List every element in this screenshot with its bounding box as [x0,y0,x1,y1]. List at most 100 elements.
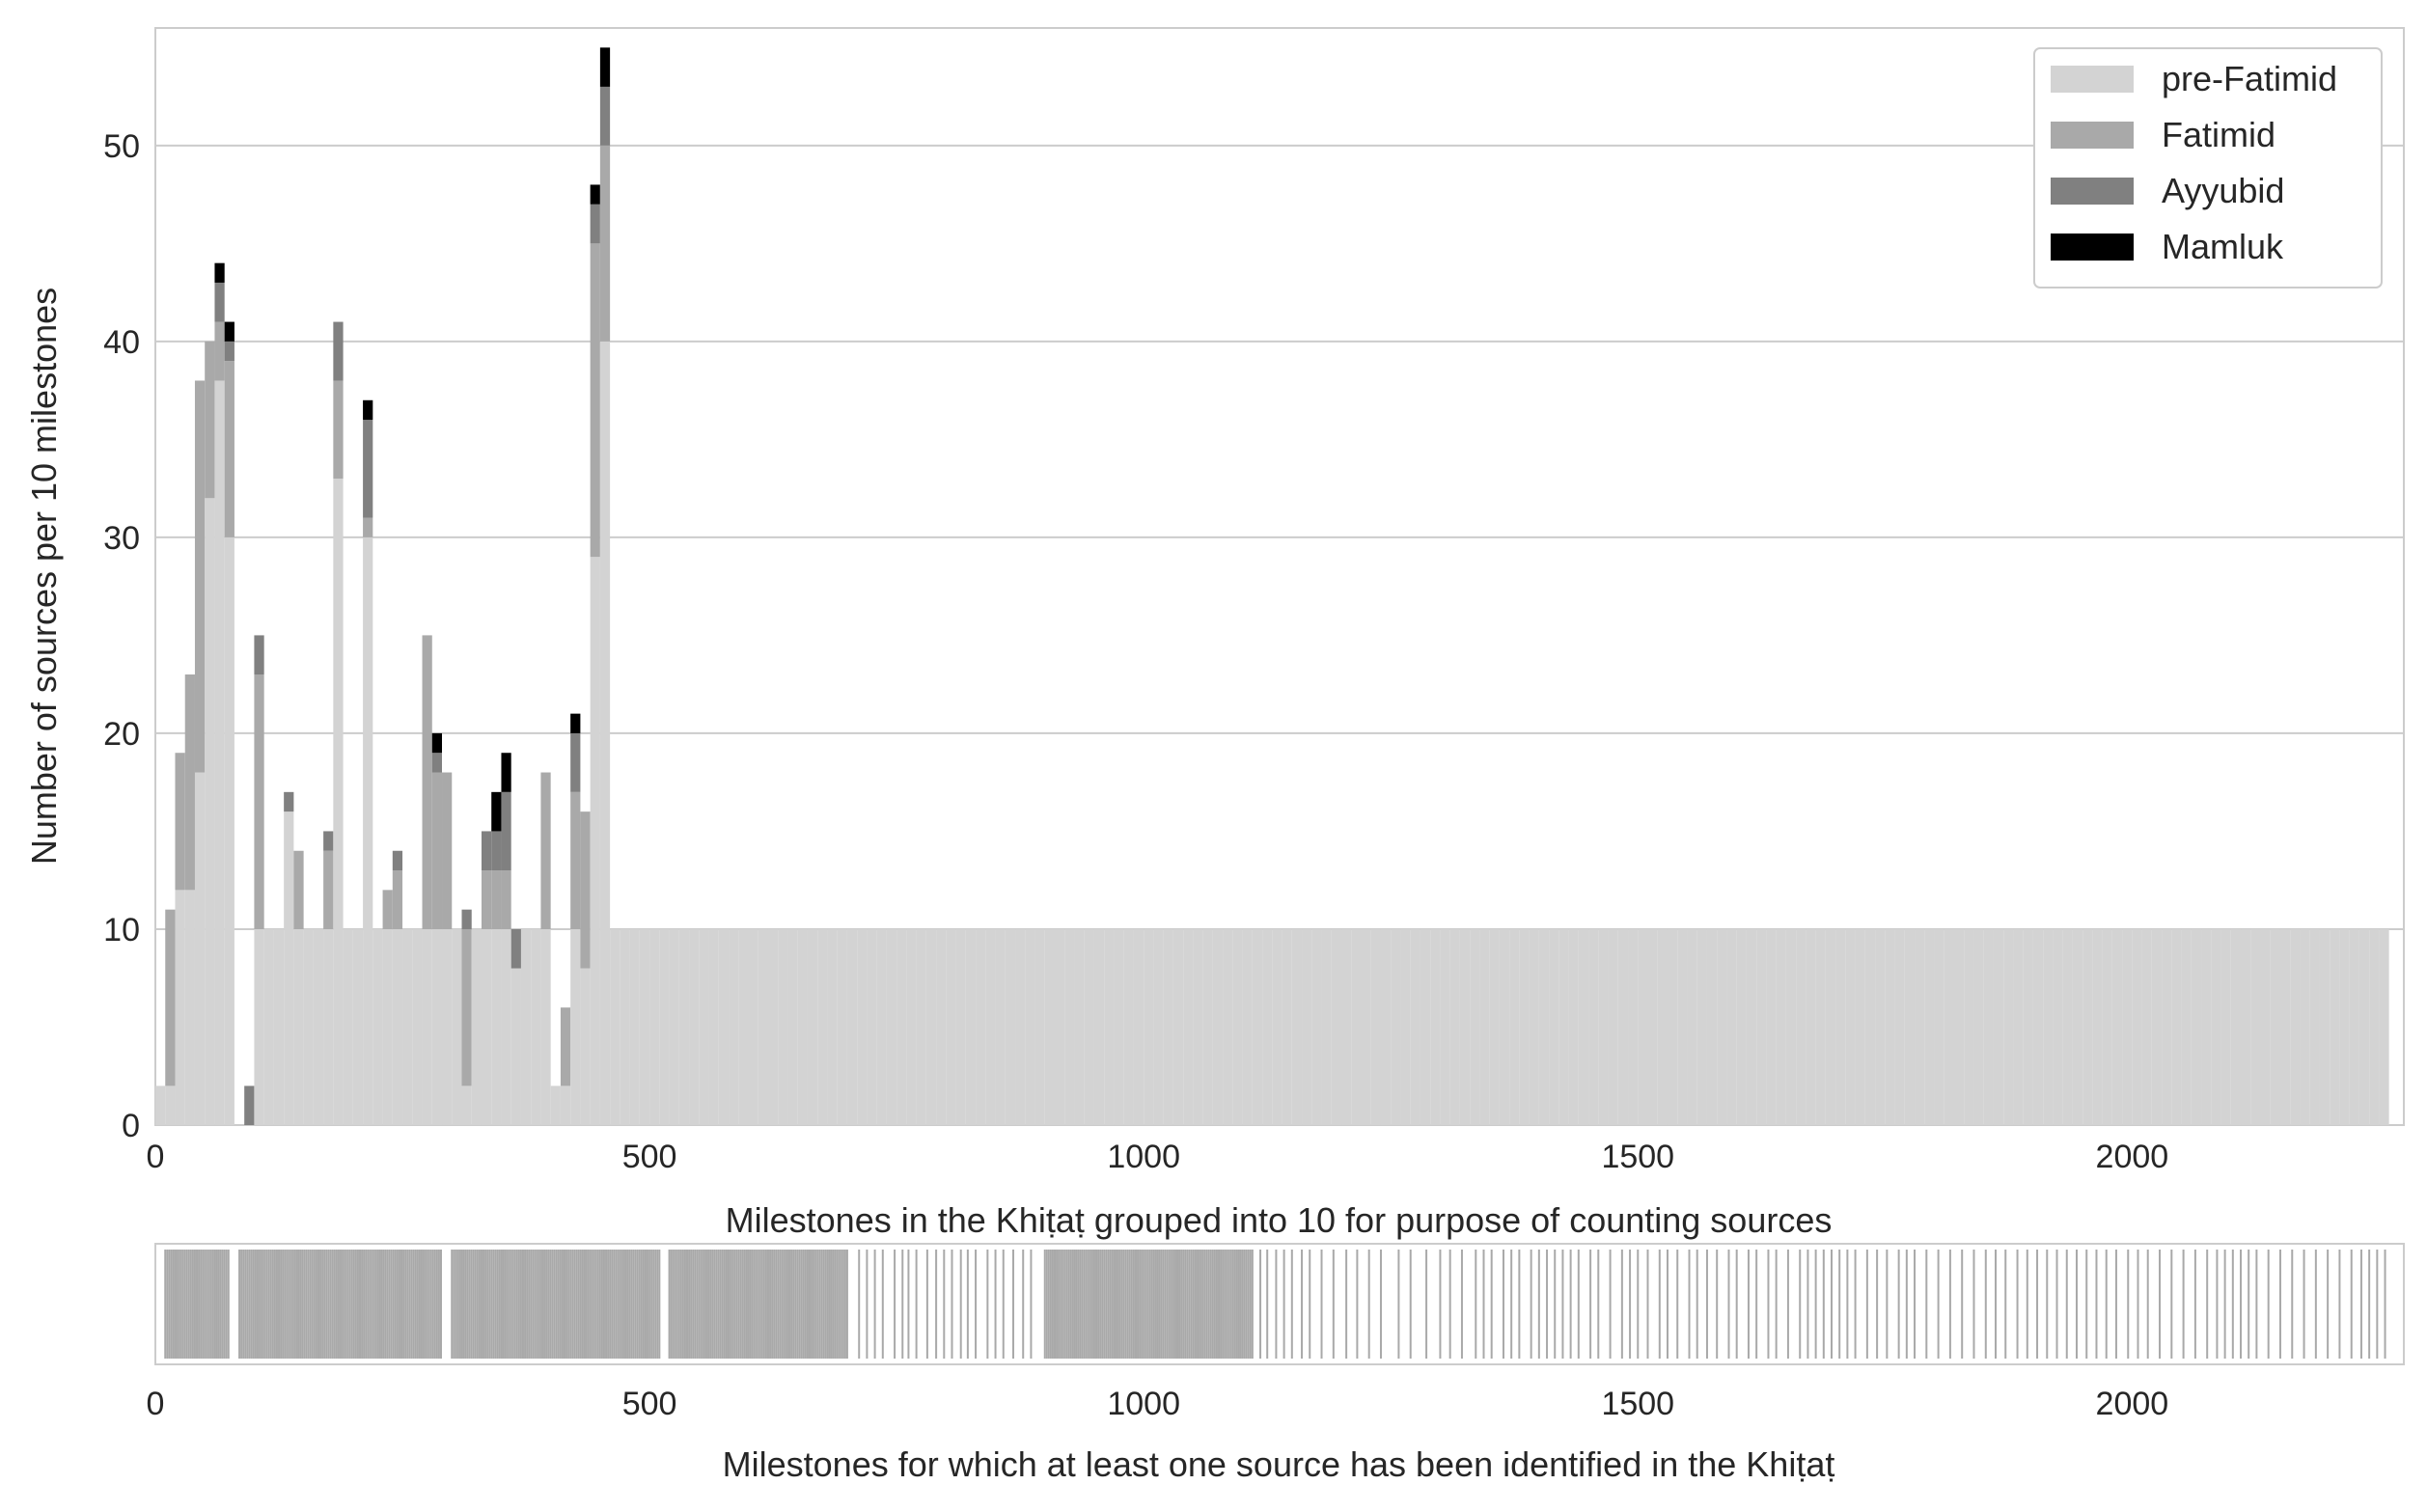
bar-pre-fatimid [1193,928,1203,1125]
bar-pre-fatimid [778,928,788,1125]
bar-pre-fatimid [1361,928,1371,1125]
bar-pre-fatimid [2349,928,2359,1125]
bar-ayyubid [214,282,225,322]
bar-pre-fatimid [2300,928,2310,1125]
bar-fatimid [560,1007,571,1086]
bar-pre-fatimid [2162,928,2172,1125]
bar-pre-fatimid [1696,928,1707,1125]
bar-pre-fatimid [1983,928,1994,1125]
legend-label-pre-fatimid: pre-Fatimid [2162,59,2337,98]
bar-pre-fatimid [1944,928,1954,1125]
bar-pre-fatimid [689,928,700,1125]
bar-pre-fatimid [1302,928,1312,1125]
bar-pre-fatimid [2013,928,2024,1125]
bar-pre-fatimid [352,928,364,1125]
bar-ayyubid [599,86,611,146]
bar-fatimid [224,361,234,537]
bar-pre-fatimid [1855,928,1865,1125]
bar-pre-fatimid [363,536,373,1125]
bar-pre-fatimid [936,928,947,1125]
bar-mamluk [590,184,600,205]
bar-pre-fatimid [2122,928,2133,1125]
bar-pre-fatimid [2151,928,2163,1125]
bar-pre-fatimid [560,1086,571,1125]
bar-pre-fatimid [461,1086,472,1125]
bar-pre-fatimid [1133,928,1145,1125]
bar-pre-fatimid [1885,928,1895,1125]
bar-pre-fatimid [1647,928,1658,1125]
bar-pre-fatimid [590,557,600,1125]
x-tick-label: 2000 [2096,1139,2169,1175]
bar-pre-fatimid [442,928,453,1125]
bar-pre-fatimid [1954,928,1965,1125]
bar-pre-fatimid [1114,928,1124,1125]
bar-ayyubid [323,831,334,851]
bar-fatimid [422,635,432,929]
bar-pre-fatimid [817,928,828,1125]
bar-pre-fatimid [729,928,739,1125]
bar-pre-fatimid [837,928,847,1125]
bar-pre-fatimid [1568,928,1579,1125]
bar-ayyubid [590,204,600,244]
x-tick-label: 1000 [1107,1139,1180,1175]
bar-pre-fatimid [333,478,344,1125]
bar-pre-fatimid [372,928,383,1125]
legend-label-ayyubid: Ayyubid [2162,171,2284,210]
bar-pre-fatimid [2250,928,2261,1125]
bar-pre-fatimid [1915,928,1925,1125]
bar-pre-fatimid [1499,928,1510,1125]
bar-pre-fatimid [1272,928,1282,1125]
bar-pre-fatimid [1093,928,1105,1125]
bar-pre-fatimid [2358,928,2370,1125]
y-tick-label: 50 [103,128,140,165]
bar-pre-fatimid [1973,928,1984,1125]
bar-pre-fatimid [985,928,996,1125]
bar-ayyubid [363,420,373,518]
bar-pre-fatimid [767,928,779,1125]
rug-x-tick-labels: 0 500 1000 1500 2000 [147,1386,2169,1422]
bar-pre-fatimid [155,1086,166,1125]
bar-pre-fatimid [1064,928,1075,1125]
rug-x-tick-label: 1500 [1601,1386,1674,1422]
bar-pre-fatimid [1410,928,1420,1125]
rug-marks [164,1250,2386,1359]
bar-ayyubid [501,791,511,871]
bar-pre-fatimid [807,928,818,1125]
bar-pre-fatimid [629,928,640,1125]
bar-pre-fatimid [1894,928,1905,1125]
bar-pre-fatimid [1845,928,1856,1125]
bar-ayyubid [284,791,294,812]
bar-pre-fatimid [2369,928,2380,1125]
bar-pre-fatimid [1578,928,1589,1125]
y-tick-label: 0 [122,1108,140,1144]
bar-pre-fatimid [452,928,462,1125]
bar-pre-fatimid [1934,928,1944,1125]
bar-pre-fatimid [659,928,670,1125]
bar-pre-fatimid [1706,928,1718,1125]
bar-pre-fatimid [1242,928,1253,1125]
bar-pre-fatimid [1479,928,1490,1125]
bar-ayyubid [491,831,502,871]
bar-pre-fatimid [1549,928,1559,1125]
bar-pre-fatimid [2111,928,2123,1125]
bar-pre-fatimid [323,928,334,1125]
bar-pre-fatimid [699,928,709,1125]
bar-pre-fatimid [738,928,749,1125]
bar-ayyubid [224,341,234,362]
bar-fatimid [570,791,581,929]
bar-pre-fatimid [2379,928,2389,1125]
bar-pre-fatimid [1044,928,1055,1125]
bar-pre-fatimid [906,928,917,1125]
bar-pre-fatimid [1796,928,1806,1125]
bar-pre-fatimid [1005,928,1016,1125]
bar-pre-fatimid [649,928,660,1125]
x-tick-label: 1500 [1601,1139,1674,1175]
bar-pre-fatimid [1055,928,1065,1125]
bar-pre-fatimid [1489,928,1500,1125]
bar-pre-fatimid [284,811,294,1125]
bar-fatimid [590,243,600,558]
bar-fatimid [442,772,453,929]
bar-pre-fatimid [2339,928,2350,1125]
bar-pre-fatimid [925,928,937,1125]
